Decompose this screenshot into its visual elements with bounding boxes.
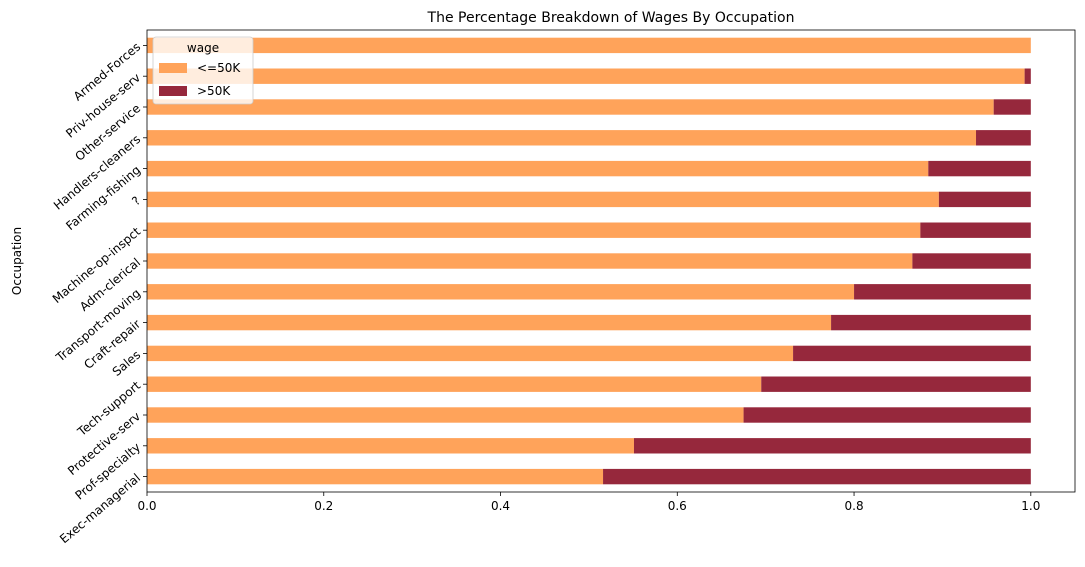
y-axis-ticks: Exec-managerialProf-specialtyProtective-… — [50, 40, 147, 546]
legend: wage <=50K >50K — [152, 36, 254, 105]
bar-gt50k-6 — [854, 284, 1031, 300]
bar-gt50k-2 — [743, 407, 1031, 423]
bar-le50k-5 — [147, 314, 832, 331]
bar-gt50k-8 — [920, 222, 1031, 238]
legend-swatch-1 — [159, 86, 187, 96]
bar-le50k-10 — [147, 160, 929, 177]
bar-gt50k-9 — [938, 191, 1031, 208]
y-tick-label: ? — [129, 194, 143, 209]
legend-label-0: <=50K — [197, 61, 241, 75]
bar-le50k-13 — [147, 68, 1025, 84]
y-tick-label: Sales — [110, 348, 143, 379]
bar-le50k-8 — [147, 222, 921, 238]
bar-le50k-14 — [147, 37, 1031, 54]
bar-le50k-0 — [147, 468, 604, 485]
bar-gt50k-7 — [912, 253, 1031, 269]
legend-swatch-0 — [159, 63, 187, 73]
bar-le50k-2 — [147, 407, 744, 423]
legend-title: wage — [187, 41, 219, 55]
legend-label-1: >50K — [197, 84, 231, 98]
bar-le50k-7 — [147, 253, 913, 269]
bar-gt50k-11 — [976, 130, 1031, 146]
x-tick-label: 0.4 — [491, 499, 510, 513]
plot-frame — [146, 29, 1076, 493]
bar-le50k-12 — [147, 99, 994, 115]
bar-le50k-6 — [147, 284, 855, 300]
x-tick-label: 0.8 — [845, 499, 864, 513]
bar-gt50k-12 — [993, 99, 1031, 115]
x-axis-ticks: 0.0 0.2 0.4 0.6 0.8 1.0 — [137, 492, 1040, 513]
x-tick-label: 0.0 — [137, 499, 156, 513]
bar-le50k-3 — [147, 376, 762, 392]
bar-gt50k-1 — [633, 438, 1031, 454]
x-tick-label: 1.0 — [1021, 499, 1040, 513]
y-axis-label: Occupation — [10, 227, 24, 295]
x-tick-label: 0.2 — [314, 499, 333, 513]
bar-gt50k-5 — [831, 314, 1031, 331]
x-tick-label: 0.6 — [668, 499, 687, 513]
bar-gt50k-13 — [1024, 68, 1031, 84]
bar-le50k-11 — [147, 130, 977, 146]
bar-gt50k-3 — [761, 376, 1031, 392]
bar-gt50k-10 — [928, 160, 1031, 177]
bar-gt50k-0 — [603, 468, 1031, 485]
chart-title: The Percentage Breakdown of Wages By Occ… — [427, 10, 795, 26]
bar-gt50k-4 — [793, 345, 1031, 362]
bar-le50k-9 — [147, 191, 939, 208]
bar-le50k-1 — [147, 438, 634, 454]
bars-group — [147, 37, 1031, 485]
bar-le50k-4 — [147, 345, 794, 362]
